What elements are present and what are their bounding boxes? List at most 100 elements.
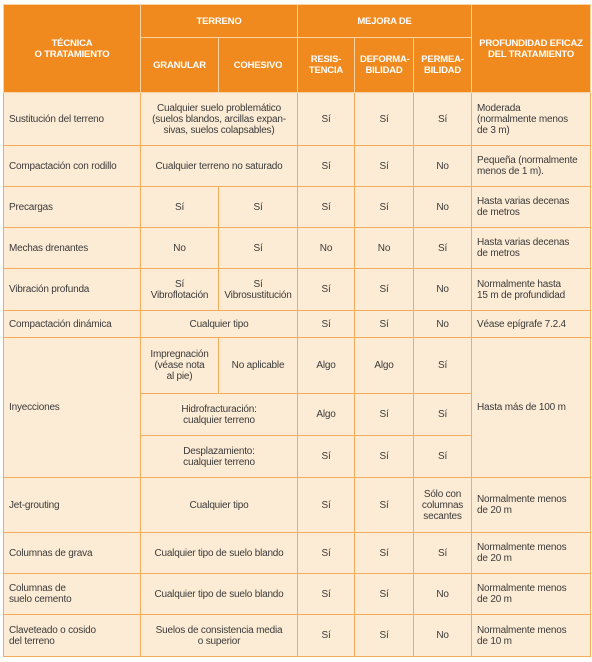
technique-cell: Compactación dinámica	[3, 310, 141, 338]
value-cell: Sí	[297, 145, 355, 187]
value-cell: Desplazamiento: cualquier terreno	[140, 435, 298, 478]
header-cell: COHESIVO	[218, 37, 298, 93]
value-cell: Sí	[297, 92, 355, 146]
value-cell: Sí	[297, 268, 355, 311]
value-cell: No	[297, 227, 355, 269]
header-cell: PROFUNDIDAD EFICAZ DEL TRATAMIENTO	[471, 4, 592, 93]
value-cell: Sí	[218, 227, 298, 269]
treatment-table: TÉCNICA O TRATAMIENTO TERRENO MEJORA DE …	[3, 4, 592, 657]
technique-cell: Jet-grouting	[3, 477, 141, 533]
value-cell: Sí	[354, 573, 414, 615]
value-cell: Suelos de consistencia media o superior	[140, 614, 298, 657]
depth-cell: Normalmente menos de 20 m	[471, 573, 592, 615]
value-cell: Cualquier tipo	[140, 310, 298, 338]
depth-cell: Véase epígrafe 7.2.4	[471, 310, 592, 338]
value-cell: Sí	[297, 435, 355, 478]
value-cell: Sí	[297, 532, 355, 574]
value-cell: Sí	[354, 145, 414, 187]
value-cell: No aplicable	[218, 337, 298, 394]
value-cell: Sí	[297, 477, 355, 533]
header-cell: TERRENO	[140, 4, 298, 38]
depth-cell: Normalmente menos de 20 m	[471, 477, 592, 533]
table-body: Sustitución del terreno Cualquier suelo p…	[3, 92, 592, 657]
value-cell: No	[140, 227, 219, 269]
header-cell: PERMEA- BILIDAD	[412, 37, 473, 93]
value-cell: Cualquier terreno no saturado	[140, 145, 298, 187]
table-row: Columnas de suelo cemento Cualquier tipo …	[3, 573, 592, 615]
value-cell: Cualquier tipo de suelo blando	[140, 573, 298, 615]
technique-cell: Vibración profunda	[3, 268, 141, 311]
value-cell: No	[412, 573, 473, 615]
table-row: Mechas drenantes No Sí No No Sí Hasta varias d…	[3, 227, 592, 269]
table-row: Jet-grouting Cualquier tipo Sí Sí Sólo con c…	[3, 477, 592, 533]
value-cell: No	[412, 310, 473, 338]
depth-cell: Normalmente hasta 15 m de profundidad	[471, 268, 592, 311]
technique-cell: Precargas	[3, 186, 141, 228]
value-cell: Sí	[412, 435, 473, 478]
table-row: Precargas Sí Sí Sí Sí No Hasta varias decenas …	[3, 186, 592, 228]
value-cell: Cualquier tipo	[140, 477, 298, 533]
value-cell: Sí	[297, 186, 355, 228]
value-cell: No	[412, 268, 473, 311]
value-cell: Sí	[354, 393, 414, 436]
value-cell: Sí Vibroflotación	[140, 268, 219, 311]
value-cell: Sí	[354, 532, 414, 574]
value-cell: Sí Vibrosustitución	[218, 268, 298, 311]
value-cell: Impregnación (véase nota al pie)	[140, 337, 219, 394]
depth-cell: Pequeña (normalmente menos de 1 m).	[471, 145, 592, 187]
value-cell: Sí	[297, 310, 355, 338]
depth-cell: Normalmente menos de 20 m	[471, 532, 592, 574]
header-cell: GRANULAR	[140, 37, 219, 93]
value-cell: No	[412, 145, 473, 187]
value-cell: Sí	[354, 477, 414, 533]
value-cell: Sí	[412, 227, 473, 269]
value-cell: Sí	[354, 92, 414, 146]
value-cell: Sí	[297, 573, 355, 615]
depth-cell: Moderada (normalmente menos de 3 m)	[471, 92, 592, 146]
technique-cell: Inyecciones	[3, 337, 141, 478]
table-row: Columnas de grava Cualquier tipo de suelo…	[3, 532, 592, 574]
table-row: Vibración profunda Sí Vibroflotación Sí Vi…	[3, 268, 592, 311]
depth-cell: Normalmente menos de 10 m	[471, 614, 592, 657]
value-cell: Cualquier suelo problemático (suelos bla…	[140, 92, 298, 146]
technique-cell: Claveteado o cosido del terreno	[3, 614, 141, 657]
value-cell: Sí	[412, 393, 473, 436]
header-cell: RESIS- TENCIA	[297, 37, 355, 93]
technique-cell: Sustitución del terreno	[3, 92, 141, 146]
value-cell: Sí	[140, 186, 219, 228]
value-cell: Sí	[412, 92, 473, 146]
value-cell: No	[412, 614, 473, 657]
depth-cell: Hasta más de 100 m	[471, 337, 592, 478]
value-cell: Sí	[297, 614, 355, 657]
value-cell: Algo	[297, 393, 355, 436]
technique-cell: Columnas de grava	[3, 532, 141, 574]
value-cell: Sí	[354, 186, 414, 228]
technique-cell: Mechas drenantes	[3, 227, 141, 269]
table-row: Inyecciones Impregnación (véase nota al p…	[3, 337, 592, 478]
value-cell: Sí	[354, 310, 414, 338]
value-cell: Sí	[412, 337, 473, 394]
value-cell: No	[354, 227, 414, 269]
table-row: Sustitución del terreno Cualquier suelo p…	[3, 92, 592, 146]
value-cell: Sí	[354, 268, 414, 311]
value-cell: Sólo con columnas secantes	[412, 477, 473, 533]
header-cell: MEJORA DE	[296, 4, 473, 38]
depth-cell: Hasta varias decenas de metros	[471, 186, 592, 228]
table-row: Hidrofracturación: cualquier terreno Algo…	[4, 393, 591, 436]
header-row: GRANULAR COHESIVO RESIS- TENCIA DEFORMA-…	[4, 37, 591, 93]
value-cell: Algo	[354, 337, 414, 394]
header-cell: DEFORMA- BILIDAD	[354, 37, 414, 93]
value-cell: Sí	[412, 532, 473, 574]
value-cell: Hidrofracturación: cualquier terreno	[140, 393, 298, 436]
value-cell: Sí	[354, 614, 414, 657]
technique-cell: Compactación con rodillo	[3, 145, 141, 187]
value-cell: Cualquier tipo de suelo blando	[140, 532, 298, 574]
value-cell: No	[412, 186, 473, 228]
table-row: Compactación dinámica Cualquier tipo Sí Sí N…	[3, 310, 592, 338]
header-row: TÉCNICA O TRATAMIENTO TERRENO MEJORA DE …	[3, 4, 592, 93]
header-cell: TÉCNICA O TRATAMIENTO	[3, 4, 141, 93]
value-cell: Algo	[297, 337, 355, 394]
table-row: Compactación con rodillo Cualquier terren…	[3, 145, 592, 187]
table-row: Claveteado o cosido del terreno Suelos de…	[3, 614, 592, 657]
